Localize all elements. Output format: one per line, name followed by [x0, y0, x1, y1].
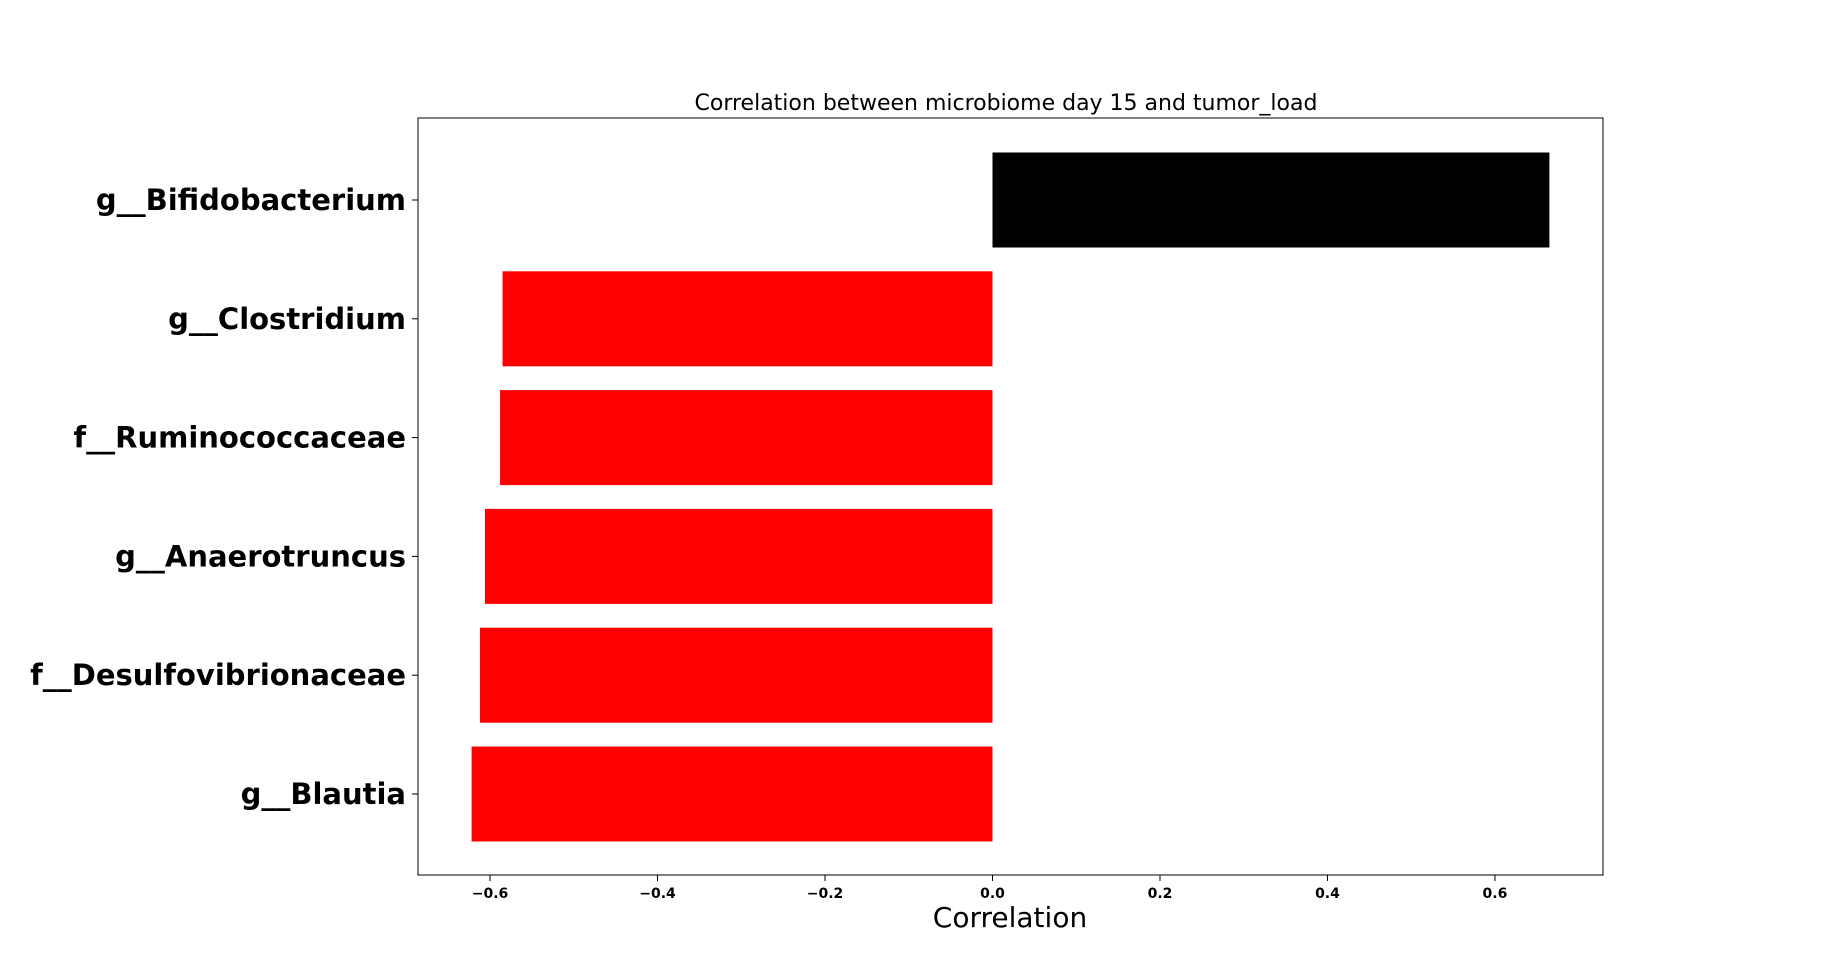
bar-g-blautia: [471, 746, 993, 842]
x-tick-label: 0.2: [1148, 886, 1173, 902]
bar-f-desulfovibrionaceae: [479, 627, 993, 723]
chart-title: Correlation between microbiome day 15 an…: [695, 91, 1318, 116]
y-tick-label: g__Anaerotruncus: [115, 539, 406, 573]
y-tick-label: g__Clostridium: [168, 302, 406, 336]
bar-g-bifidobacterium: [992, 152, 1550, 248]
y-tick-label: g__Bifidobacterium: [96, 183, 406, 217]
x-tick-label: 0.6: [1483, 886, 1508, 902]
bar-g-clostridium: [502, 271, 993, 367]
y-tick-label: g__Blautia: [241, 777, 406, 811]
plot-frame: [417, 117, 1604, 876]
x-axis: −0.6 −0.4 −0.2 0.0 0.2 0.4 0.6: [472, 875, 1508, 902]
x-tick-label: 0.4: [1315, 886, 1340, 902]
x-tick-label: 0.0: [980, 886, 1005, 902]
x-tick-label: −0.4: [639, 886, 676, 902]
bar-f-ruminococcaceae: [500, 390, 993, 486]
bars: [471, 152, 1550, 842]
y-axis: g__Bifidobacterium g__Clostridium f__Rumin…: [30, 183, 418, 811]
y-tick-label: f__Ruminococcaceae: [74, 421, 406, 455]
y-tick-label: f__Desulfovibrionaceae: [30, 658, 406, 692]
x-tick-label: −0.6: [472, 886, 509, 902]
x-tick-label: −0.2: [807, 886, 844, 902]
bar-g-anaerotruncus: [484, 508, 993, 604]
x-axis-label: Correlation: [933, 901, 1087, 934]
